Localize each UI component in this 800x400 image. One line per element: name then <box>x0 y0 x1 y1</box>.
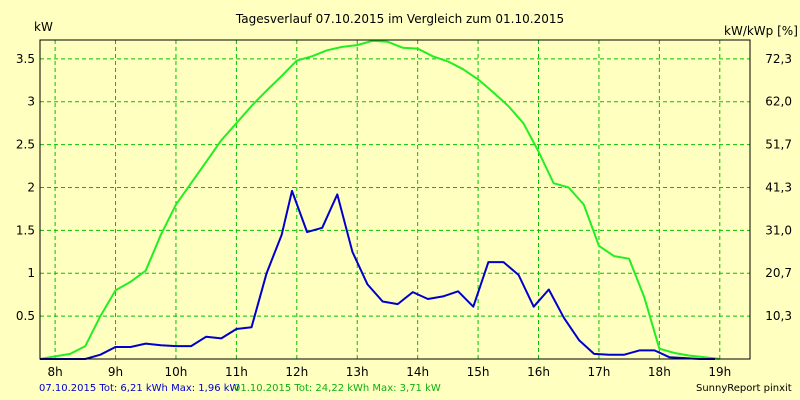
x-tick-label: 18h <box>648 365 671 379</box>
y-tick-label-left: 1.5 <box>16 223 35 237</box>
y-tick-label-left: 2 <box>27 180 35 194</box>
x-tick-label: 8h <box>47 365 62 379</box>
y-tick-label-right: 62,0 <box>765 95 792 109</box>
footer-blue-summary: 07.10.2015 Tot: 6,21 kWh Max: 1,96 kW <box>39 383 240 394</box>
chart-title: Tagesverlauf 07.10.2015 im Vergleich zum… <box>235 12 564 26</box>
y-tick-label-right: 72,3 <box>765 52 792 66</box>
y-tick-label-right: 20,7 <box>765 266 792 280</box>
tick-labels: 8h 9h 10h 11h 12h 13h 14h 15h 16h 17h 18h 19h 0.5 1 1.… <box>16 52 792 379</box>
y-tick-label-right: 51,7 <box>765 138 792 152</box>
y-axis-label-right: kW/kWp [%] <box>724 24 798 38</box>
x-tick-label: 11h <box>225 365 248 379</box>
footer-green-summary: 01.10.2015 Tot: 24,22 kWh Max: 3,71 kW <box>234 383 441 394</box>
series-group <box>39 39 720 360</box>
x-tick-label: 17h <box>587 365 610 379</box>
y-tick-label-left: 1 <box>27 266 35 280</box>
x-tick-label: 16h <box>527 365 550 379</box>
series-line-green <box>39 39 720 360</box>
series-line-blue <box>40 189 715 360</box>
x-tick-label: 9h <box>108 365 123 379</box>
y-tick-label-left: 2.5 <box>16 138 35 152</box>
x-tick-label: 19h <box>708 365 731 379</box>
grid <box>40 40 750 359</box>
y-tick-label-left: 0.5 <box>16 309 35 323</box>
y-tick-label-right: 10,3 <box>765 309 792 323</box>
y-tick-label-left: 3.5 <box>16 52 35 66</box>
x-tick-label: 13h <box>346 365 369 379</box>
x-tick-label: 10h <box>165 365 188 379</box>
y-tick-label-right: 41,3 <box>765 180 792 194</box>
x-tick-label: 15h <box>467 365 490 379</box>
x-tick-label: 12h <box>285 365 308 379</box>
y-tick-label-right: 31,0 <box>765 223 792 237</box>
footer-credit: SunnyReport pinxit <box>696 383 792 394</box>
y-tick-label-left: 3 <box>27 95 35 109</box>
y-axis-label-left: kW <box>34 20 53 34</box>
x-tick-label: 14h <box>406 365 429 379</box>
plot-frame <box>39 39 751 360</box>
